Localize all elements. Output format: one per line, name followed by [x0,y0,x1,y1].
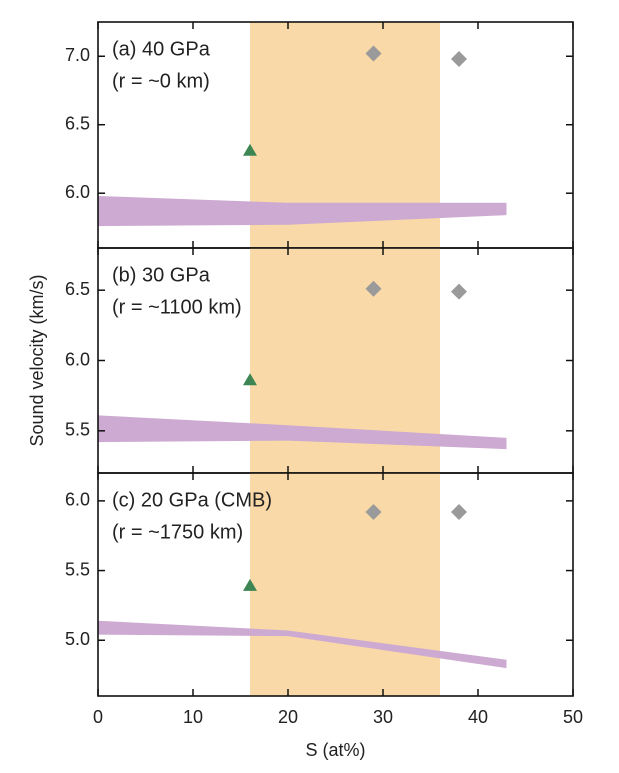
panel-annotation: (r = ~1100 km) [112,296,242,318]
x-tick-label: 40 [468,707,488,727]
x-tick-label: 30 [373,707,393,727]
triangle-marker [243,373,257,386]
highlight-region [250,473,440,696]
y-tick-label: 6.0 [65,490,90,510]
y-tick-label: 6.0 [65,349,90,369]
panel-annotation: (a) 40 GPa [112,38,211,60]
plot [98,473,507,696]
x-tick-label: 0 [93,707,103,727]
y-tick-label: 6.0 [65,182,90,202]
y-tick-label: 5.5 [65,559,90,579]
y-tick-label: 6.5 [65,113,90,133]
diamond-marker [451,283,467,300]
panel-annotation: (c) 20 GPa (CMB) [112,489,272,511]
plot [98,248,507,473]
diamond-marker [451,50,467,67]
y-axis-label: Sound velocity (km/s) [27,274,47,446]
x-tick-label: 50 [563,707,583,727]
triangle-marker [243,578,257,591]
velocity-band [98,195,507,227]
triangle-marker [243,143,257,156]
diamond-marker [451,504,467,521]
x-tick-label: 10 [183,707,203,727]
diamond-marker [365,280,382,297]
x-tick-label: 20 [278,707,298,727]
x-axis-label: S (at%) [305,740,365,760]
y-tick-label: 6.5 [65,279,90,299]
diamond-marker [365,504,382,521]
panel-annotation: (r = ~0 km) [112,70,210,92]
y-tick-label: 5.0 [65,629,90,649]
y-tick-label: 5.5 [65,420,90,440]
panel-annotation: (r = ~1750 km) [112,521,243,543]
plot [98,22,507,248]
y-tick-label: 7.0 [65,45,90,65]
axes-frame [97,472,574,697]
velocity-band [98,415,507,450]
panel-annotation: (b) 30 GPa [112,264,211,286]
velocity-band [98,620,507,669]
diamond-marker [365,45,382,62]
